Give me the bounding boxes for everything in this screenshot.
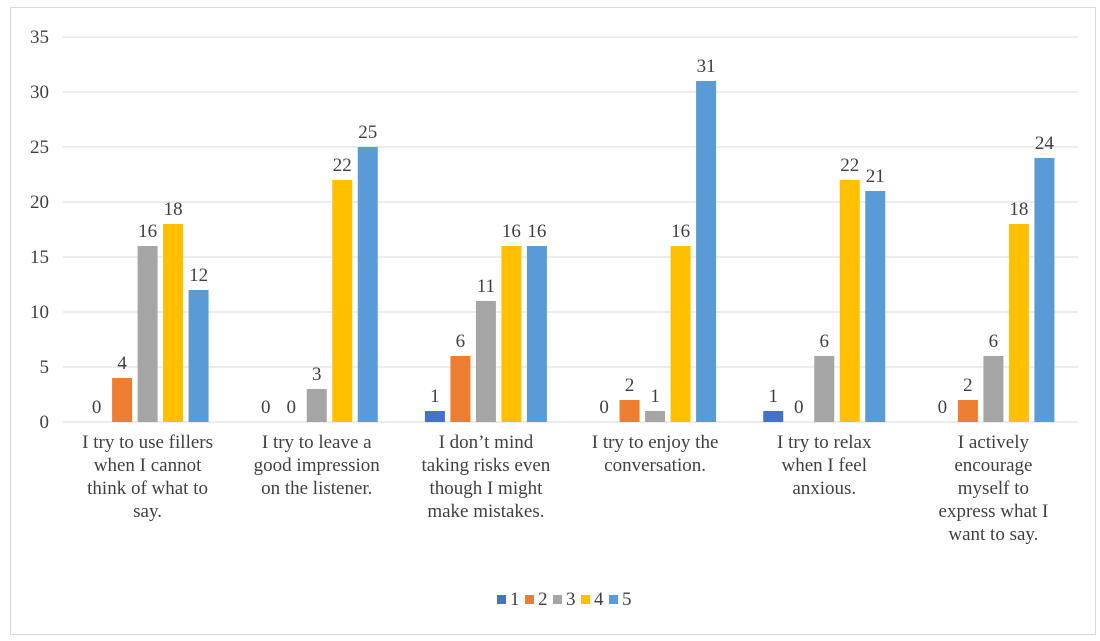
data-label: 2 (625, 375, 635, 396)
bar-4 (163, 224, 184, 422)
data-label: 6 (456, 331, 466, 352)
bar-2 (619, 400, 640, 422)
bar-4 (670, 246, 691, 422)
y-tick-label: 35 (30, 27, 49, 48)
category-label: I don’t mind (439, 432, 534, 453)
category-label: express what I (939, 501, 1049, 522)
category-label: though I might (429, 478, 543, 499)
bar-2 (112, 378, 133, 422)
data-label: 25 (358, 122, 377, 143)
bar-5 (696, 81, 717, 422)
category-label: taking risks even (422, 455, 551, 476)
category-label: I try to leave a (262, 432, 372, 453)
data-label: 22 (840, 155, 859, 176)
data-label: 22 (333, 155, 352, 176)
data-label: 31 (697, 56, 716, 77)
data-label: 21 (866, 166, 885, 187)
data-label: 3 (312, 364, 322, 385)
bar-3 (306, 389, 327, 422)
y-tick-label: 5 (40, 357, 50, 378)
category-label: when I feel (782, 455, 867, 476)
data-label: 4 (117, 353, 127, 374)
category-label: encourage (954, 455, 1032, 476)
data-label: 0 (261, 397, 271, 418)
data-label: 24 (1035, 133, 1055, 154)
category-label: want to say. (948, 524, 1038, 545)
y-tick-label: 0 (40, 412, 50, 433)
bar-3 (983, 356, 1004, 422)
legend-swatch-4 (581, 595, 590, 604)
legend-swatch-5 (609, 595, 618, 604)
legend-swatch-3 (553, 595, 562, 604)
legend-label: 3 (566, 589, 576, 610)
legend-label: 1 (510, 589, 520, 610)
category-label: on the listener. (261, 478, 372, 499)
data-label: 18 (1009, 199, 1028, 220)
bar-5 (1034, 158, 1055, 422)
bar-4 (1008, 224, 1029, 422)
data-label: 16 (138, 221, 157, 242)
bar-4 (501, 246, 522, 422)
y-tick-label: 25 (30, 137, 49, 158)
data-label: 16 (671, 221, 690, 242)
category-label: say. (133, 501, 162, 522)
category-label: when I cannot (94, 455, 202, 476)
category-label: I try to relax (777, 432, 872, 453)
legend-label: 5 (622, 589, 632, 610)
data-label: 1 (769, 386, 779, 407)
y-tick-label: 30 (30, 82, 49, 103)
bar-3 (814, 356, 835, 422)
category-label: good impression (254, 455, 381, 476)
category-label: I try to enjoy the (592, 432, 719, 453)
category-label: myself to (958, 478, 1029, 499)
category-label: anxious. (792, 478, 856, 499)
category-label: think of what to (87, 478, 208, 499)
data-label: 12 (189, 265, 208, 286)
legend-label: 2 (538, 589, 548, 610)
data-label: 16 (527, 221, 546, 242)
category-label: conversation. (604, 455, 706, 476)
bar-5 (865, 191, 886, 422)
legend-label: 4 (594, 589, 604, 610)
category-label: I try to use fillers (82, 432, 213, 453)
bar-5 (526, 246, 547, 422)
category-label: I actively (958, 432, 1030, 453)
bar-4 (332, 180, 353, 422)
data-label: 11 (477, 276, 495, 297)
bar-3 (645, 411, 666, 422)
data-label: 0 (794, 397, 804, 418)
data-label: 0 (92, 397, 102, 418)
legend-swatch-2 (525, 595, 534, 604)
y-tick-label: 10 (30, 302, 49, 323)
legend-swatch-1 (497, 595, 506, 604)
bar-5 (188, 290, 209, 422)
data-label: 2 (963, 375, 973, 396)
y-tick-label: 15 (30, 247, 49, 268)
data-label: 16 (502, 221, 521, 242)
y-tick-label: 20 (30, 192, 49, 213)
bar-2 (957, 400, 978, 422)
data-label: 0 (599, 397, 609, 418)
bar-3 (137, 246, 158, 422)
bar-1 (424, 411, 445, 422)
bar-1 (763, 411, 784, 422)
category-label: make mistakes. (427, 501, 544, 522)
bar-2 (450, 356, 471, 422)
data-label: 0 (287, 397, 297, 418)
data-label: 6 (820, 331, 830, 352)
data-label: 1 (430, 386, 440, 407)
data-label: 6 (989, 331, 999, 352)
data-label: 1 (650, 386, 660, 407)
bar-4 (839, 180, 860, 422)
bar-3 (475, 301, 496, 422)
bar-5 (357, 147, 378, 422)
data-label: 0 (938, 397, 948, 418)
data-label: 18 (164, 199, 183, 220)
